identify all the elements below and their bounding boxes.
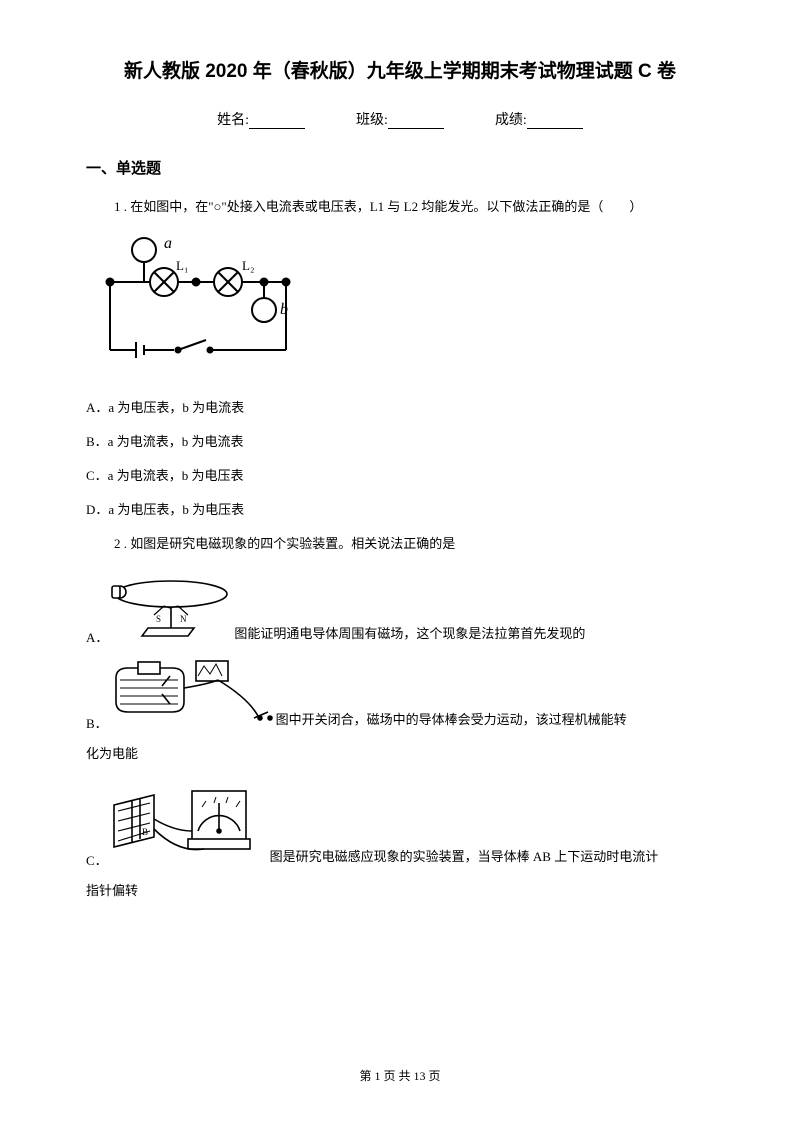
q2-c-letter: C．	[86, 851, 108, 871]
page-footer: 第 1 页 共 13 页	[0, 1067, 800, 1084]
q2-a-diagram: S N	[108, 570, 234, 648]
q1-option-c: C．a 为电流表，b 为电压表	[86, 465, 714, 487]
q2-b-cont: 化为电能	[86, 744, 714, 765]
svg-text:L₂: L₂	[242, 258, 254, 273]
svg-text:L₁: L₁	[176, 258, 188, 273]
q1-option-b: B．a 为电流表，b 为电流表	[86, 431, 714, 453]
student-fields: 姓名: 班级: 成绩:	[86, 109, 714, 129]
q2-b-letter: B．	[86, 714, 108, 734]
q2-c-cont: 指针偏转	[86, 881, 714, 902]
svg-text:B: B	[142, 827, 148, 837]
q1-option-d: D．a 为电压表，b 为电压表	[86, 499, 714, 521]
class-blank[interactable]	[388, 115, 444, 129]
q2-b-diagram	[108, 658, 276, 734]
svg-text:a: a	[164, 235, 172, 252]
class-label: 班级:	[356, 109, 388, 129]
q2-c-text: 图是研究电磁感应现象的实验装置，当导体棒 AB 上下运动时电流计	[270, 847, 659, 871]
score-label: 成绩:	[495, 109, 527, 129]
section-heading: 一、单选题	[86, 157, 714, 178]
name-label: 姓名:	[217, 109, 249, 129]
q2-option-c-row: C． B 图是研究电磁感应现象的实验装置，当导体棒 AB 上下运动时电流计	[86, 781, 714, 871]
svg-text:N: N	[180, 614, 187, 624]
name-blank[interactable]	[249, 115, 305, 129]
q2-a-text: 图能证明通电导体周围有磁场，这个现象是法拉第首先发现的	[234, 624, 585, 648]
q1-option-a: A．a 为电压表，b 为电流表	[86, 397, 714, 419]
page-title: 新人教版 2020 年（春秋版）九年级上学期期末考试物理试题 C 卷	[86, 56, 714, 83]
q2-a-letter: A．	[86, 628, 108, 648]
question-2-text: 2 . 如图是研究电磁现象的四个实验装置。相关说法正确的是	[86, 533, 714, 555]
svg-text:S: S	[156, 614, 161, 624]
circuit-diagram: a L₁ L₂ b	[96, 232, 714, 377]
question-1-text: 1 . 在如图中，在"○"处接入电流表或电压表，L1 与 L2 均能发光。以下做…	[86, 196, 714, 218]
q2-c-diagram: B	[108, 781, 270, 871]
score-blank[interactable]	[527, 115, 583, 129]
q2-b-text: 图中开关闭合，磁场中的导体棒会受力运动，该过程机械能转	[276, 710, 627, 734]
q2-option-b-row: B． 图中开关闭合，磁场中的导体棒会受力运动，该过程机械能转	[86, 658, 714, 734]
q2-option-a-row: A． S N 图能证明通电导体周围有磁场，这个现象是法拉第首先发现的	[86, 570, 714, 648]
